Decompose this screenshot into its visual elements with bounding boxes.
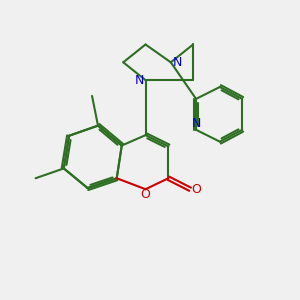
Text: N: N [191, 117, 201, 130]
Text: N: N [134, 74, 144, 87]
Text: N: N [173, 56, 182, 69]
Text: O: O [141, 188, 151, 201]
Text: O: O [192, 183, 202, 196]
